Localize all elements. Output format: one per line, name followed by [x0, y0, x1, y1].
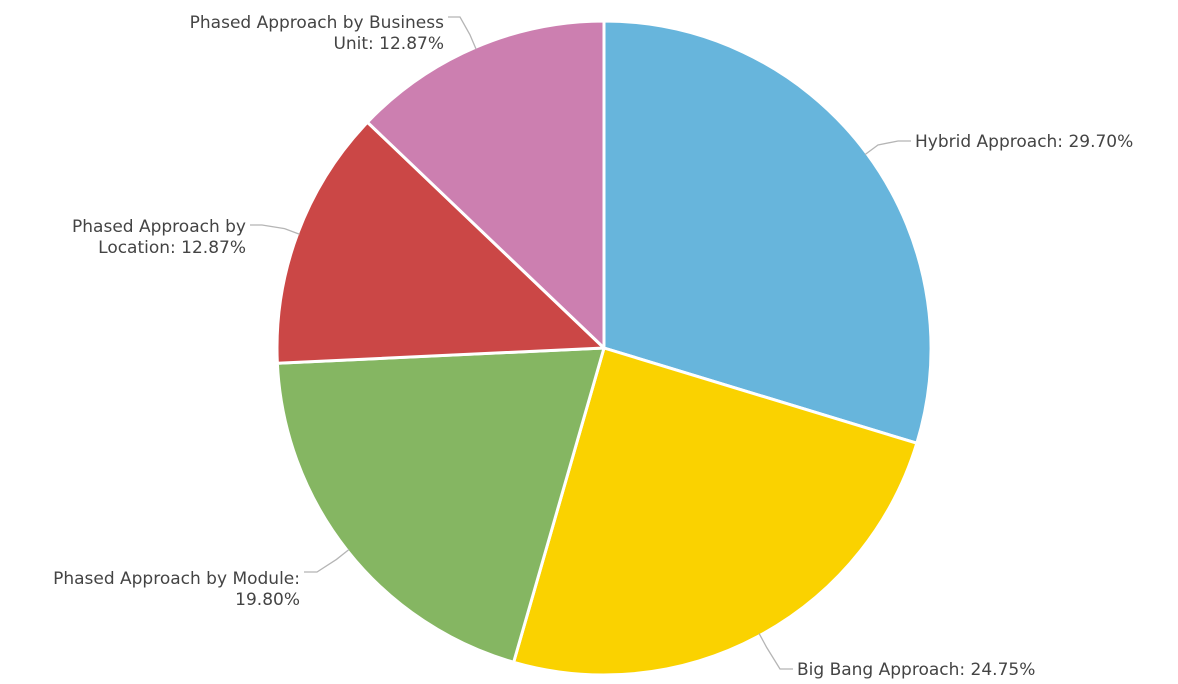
- slice-label-line: 19.80%: [235, 590, 300, 610]
- leader-line-phased-approach-by-business-unit: [448, 16, 477, 50]
- slice-label-line: Location: 12.87%: [98, 238, 246, 258]
- slice-label-line: Phased Approach by: [72, 217, 246, 237]
- leader-line-phased-approach-by-module: [304, 548, 350, 573]
- slice-label-line: Phased Approach by Module:: [53, 569, 300, 589]
- leader-line-phased-approach-by-location: [250, 224, 300, 235]
- slice-label-line: Unit: 12.87%: [333, 34, 444, 54]
- leader-line-hybrid-approach: [864, 140, 911, 156]
- slice-label-line: Phased Approach by Business: [190, 13, 444, 33]
- slice-label-phased-approach-by-business-unit: Phased Approach by Business Unit: 12.87%: [190, 13, 444, 54]
- slice-label-line: Big Bang Approach: 24.75%: [797, 660, 1035, 680]
- slice-label-hybrid-approach: Hybrid Approach: 29.70%: [915, 132, 1133, 152]
- labels-layer: Hybrid Approach: 29.70% Big Bang Approach…: [53, 13, 1133, 680]
- slice-label-phased-approach-by-module: Phased Approach by Module: 19.80%: [53, 569, 300, 610]
- slices-layer: [275, 19, 933, 677]
- leader-line-big-bang-approach: [758, 633, 793, 670]
- leader-lines-layer: [250, 16, 911, 670]
- slice-label-line: Hybrid Approach: 29.70%: [915, 132, 1133, 152]
- slice-label-big-bang-approach: Big Bang Approach: 24.75%: [797, 660, 1035, 680]
- slice-label-phased-approach-by-location: Phased Approach by Location: 12.87%: [72, 217, 246, 258]
